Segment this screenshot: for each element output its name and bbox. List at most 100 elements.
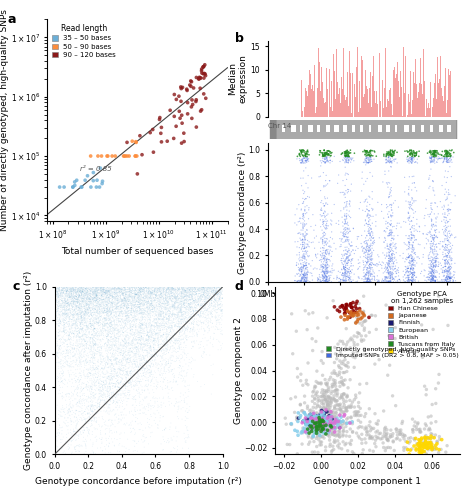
Point xyxy=(94,320,102,328)
Point xyxy=(59,283,67,291)
Point xyxy=(109,336,117,344)
Point xyxy=(78,285,86,293)
Point xyxy=(158,364,165,372)
Point xyxy=(405,200,413,208)
Point xyxy=(152,312,159,319)
Point xyxy=(120,345,128,352)
Point xyxy=(201,303,208,311)
Point xyxy=(72,283,80,291)
Point xyxy=(343,234,351,242)
Point xyxy=(127,287,135,295)
Point xyxy=(299,151,307,159)
Point xyxy=(189,289,197,297)
Point xyxy=(67,407,74,415)
Point xyxy=(445,271,453,279)
Point xyxy=(435,210,442,218)
Point xyxy=(321,422,329,430)
Point xyxy=(141,382,149,390)
Point xyxy=(389,151,397,159)
Point xyxy=(118,327,126,335)
Point xyxy=(166,346,174,353)
Point xyxy=(305,215,312,223)
Point xyxy=(123,291,131,299)
Point xyxy=(79,288,86,295)
Point xyxy=(176,304,184,312)
Point xyxy=(94,289,102,296)
Point xyxy=(72,285,80,293)
Point xyxy=(196,287,204,295)
Point xyxy=(144,299,151,307)
Point xyxy=(292,238,299,246)
Point xyxy=(97,308,105,315)
Point xyxy=(323,277,331,285)
Point xyxy=(76,357,84,365)
Point xyxy=(135,290,142,298)
Point xyxy=(137,288,145,295)
Point xyxy=(182,383,190,391)
Point xyxy=(342,152,349,159)
Point xyxy=(112,289,120,297)
Point xyxy=(380,214,387,222)
Point xyxy=(73,406,81,414)
Point xyxy=(327,220,335,228)
Point xyxy=(98,355,106,363)
Point xyxy=(80,342,87,349)
Point xyxy=(163,302,171,310)
Point xyxy=(150,296,157,304)
Point xyxy=(100,286,108,294)
Point xyxy=(98,327,105,335)
Point xyxy=(96,294,104,301)
Point xyxy=(138,366,146,374)
Point xyxy=(119,359,127,367)
Point xyxy=(441,148,449,156)
Point xyxy=(320,228,328,236)
Point xyxy=(301,235,309,243)
Point xyxy=(328,430,336,438)
Point xyxy=(52,311,60,318)
Point xyxy=(84,311,91,318)
Point xyxy=(168,289,175,297)
Point xyxy=(148,299,155,307)
Point xyxy=(97,326,104,333)
Point xyxy=(145,336,152,344)
Point xyxy=(87,371,95,379)
Point xyxy=(181,324,189,332)
Point xyxy=(160,298,168,306)
Point xyxy=(138,334,146,342)
Point xyxy=(315,379,323,387)
Point xyxy=(129,316,137,324)
Point xyxy=(95,330,102,337)
Point xyxy=(123,309,131,317)
Point xyxy=(416,438,424,446)
Point xyxy=(52,298,60,306)
Point xyxy=(297,264,305,272)
Point xyxy=(66,325,73,332)
Point xyxy=(212,286,220,294)
Point xyxy=(117,351,125,359)
Point xyxy=(164,301,172,309)
Point xyxy=(62,309,69,317)
Point xyxy=(74,285,82,293)
Point xyxy=(417,270,424,278)
Point xyxy=(61,307,69,315)
Point xyxy=(181,288,189,296)
Point xyxy=(165,296,173,304)
Point xyxy=(138,347,146,355)
Point xyxy=(436,240,444,248)
Point xyxy=(60,309,68,317)
Point xyxy=(325,151,333,158)
Point xyxy=(134,294,142,301)
Point xyxy=(427,243,434,251)
Point xyxy=(128,300,136,308)
Point xyxy=(54,295,62,302)
Point xyxy=(293,205,301,213)
Point xyxy=(300,264,307,272)
Point xyxy=(103,374,111,382)
Point xyxy=(136,316,144,324)
Point xyxy=(73,321,81,329)
Point xyxy=(77,309,85,317)
Point xyxy=(186,283,193,291)
Point xyxy=(133,346,140,354)
Point xyxy=(363,157,370,165)
Point xyxy=(181,292,188,300)
